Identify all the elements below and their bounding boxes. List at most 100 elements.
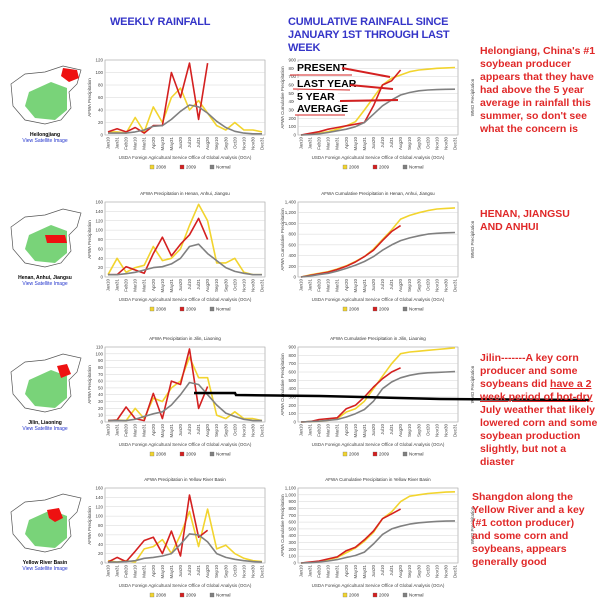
legend-swatch [402,451,408,457]
x-tick-label: Aug20 [205,279,210,293]
y-tick-label: 500 [288,526,296,531]
legend-label: 2009 [379,452,390,457]
x-tick-label: Nov10 [241,137,246,151]
chart-title: AFWA Cumulative Precipitation in Henan, … [321,191,435,196]
x-tick-label: Sep30 [416,137,421,151]
right-axis-label: WMO Precipitation [470,506,475,544]
x-tick-label: Jan10 [299,279,304,292]
y-tick-label: 200 [288,116,296,121]
y-tick-label: 40 [98,256,104,261]
y-tick-label: 300 [288,540,296,545]
series-line-2008 [108,87,263,134]
x-tick-label: Mar10 [133,424,138,437]
y-tick-label: 60 [98,95,104,100]
map-henan-anhui-jiangsu: Henan, Anhui, Jiangsu View Satellite Ima… [5,205,85,287]
legend-swatch [372,592,378,598]
x-tick-label: Oct20 [232,137,237,150]
x-tick-label: Mar31 [142,565,147,578]
legend-label: 2009 [186,593,197,598]
legend-swatch [372,164,378,170]
y-tick-label: 70 [98,372,104,377]
y-tick-label: 0 [100,420,103,425]
vegetation-area [25,82,67,120]
series-line-normal [300,88,456,136]
weekly-chart-yellow-river: AFWA Precipitation in Yellow River Basin… [87,477,266,598]
x-tick-label: May31 [362,424,367,438]
x-tick-label: Dec31 [453,424,458,438]
x-tick-label: Jan31 [308,137,313,150]
view-satellite-link[interactable]: View Satellite Image [22,281,68,287]
legend-swatch [149,451,155,457]
x-tick-label: Sep10 [214,565,219,579]
x-tick-label: Nov10 [241,565,246,579]
y-tick-label: 40 [98,542,104,547]
x-tick-label: Apr20 [344,565,349,578]
y-tick-label: 80 [98,237,104,242]
y-tick-label: 200 [288,264,296,269]
x-tick-label: Sep30 [416,565,421,579]
y-tick-label: 0 [293,133,296,138]
x-tick-label: Mar10 [326,279,331,292]
y-tick-label: 110 [96,345,104,350]
y-tick-label: 0 [100,133,103,138]
cumulative-chart-jilin: AFWA Cumulative Precipitation in Jilin, … [280,336,475,457]
chart-title: AFWA Precipitation in Jilin, Liaoning [149,336,221,341]
x-tick-label: Jun20 [371,565,376,578]
y-tick-label: 600 [288,242,296,247]
legend-swatch [342,592,348,598]
x-tick-label: Aug20 [205,137,210,151]
view-satellite-link[interactable]: View Satellite Image [22,138,68,144]
y-tick-label: 100 [288,554,296,559]
note-jilin: Jilin-------A key corn producer and some… [480,352,600,469]
legend-label: 2008 [349,307,360,312]
legend-label: 2008 [349,165,360,170]
note-jilin-underlined: have a 2 week period of hot-dry [480,378,593,403]
series-line-normal [300,231,456,278]
map-jilin-liaoning: Jilin, Liaoning View Satellite Image [5,350,85,432]
legend-swatch [402,164,408,170]
chart-title: AFWA Precipitation in Henan, Anhui, Jian… [140,191,230,196]
x-tick-label: Feb20 [124,137,129,150]
map-caption: Heilongjiang [30,132,60,138]
x-tick-label: Nov30 [250,137,255,151]
x-tick-label: Jan10 [106,565,111,578]
highlighted-region [57,364,71,378]
y-tick-label: 20 [98,120,104,125]
x-tick-label: Mar10 [133,137,138,150]
china-map-icon [10,65,82,125]
y-tick-label: 60 [98,532,104,537]
y-tick-label: 700 [288,513,296,518]
x-tick-label: Jan10 [106,279,111,292]
map-yellow-river-basin: Yellow River Basin View Satellite Image [5,490,85,572]
view-satellite-link[interactable]: View Satellite Image [22,426,68,432]
source-label: USDA Foreign Agricultural Service Office… [312,442,445,447]
legend-label: 2009 [379,165,390,170]
map-caption: Henan, Anhui, Jiangsu [18,275,72,281]
x-tick-label: Jun20 [178,137,183,150]
x-tick-label: Sep10 [407,565,412,579]
x-tick-label: Mar31 [335,565,340,578]
chart-title: AFWA Cumulative Precipitation in Yellow … [325,477,431,482]
x-tick-label: Oct20 [232,279,237,292]
x-tick-label: Jun20 [178,565,183,578]
x-tick-label: May10 [160,279,165,293]
y-axis-label: AFWA Precipitation [87,365,92,404]
x-tick-label: Oct20 [425,279,430,292]
annotation-average: AVERAGE [294,103,352,115]
view-satellite-link[interactable]: View Satellite Image [22,566,68,572]
right-axis-label: WMO Precipitation [470,78,475,116]
x-tick-label: May31 [169,279,174,293]
y-tick-label: 100 [95,514,103,519]
series-line-normal [108,533,263,563]
x-tick-label: Jan10 [299,424,304,437]
legend-swatch [209,451,215,457]
x-tick-label: May31 [362,565,367,579]
x-tick-label: Mar10 [326,565,331,578]
legend-label: 2008 [156,165,167,170]
x-tick-label: Jan31 [308,565,313,578]
legend-swatch [179,306,185,312]
annotation-five-year: 5 YEAR [294,91,338,103]
legend-label: 2008 [349,452,360,457]
x-tick-label: Sep30 [223,565,228,579]
x-tick-label: Oct20 [232,565,237,578]
